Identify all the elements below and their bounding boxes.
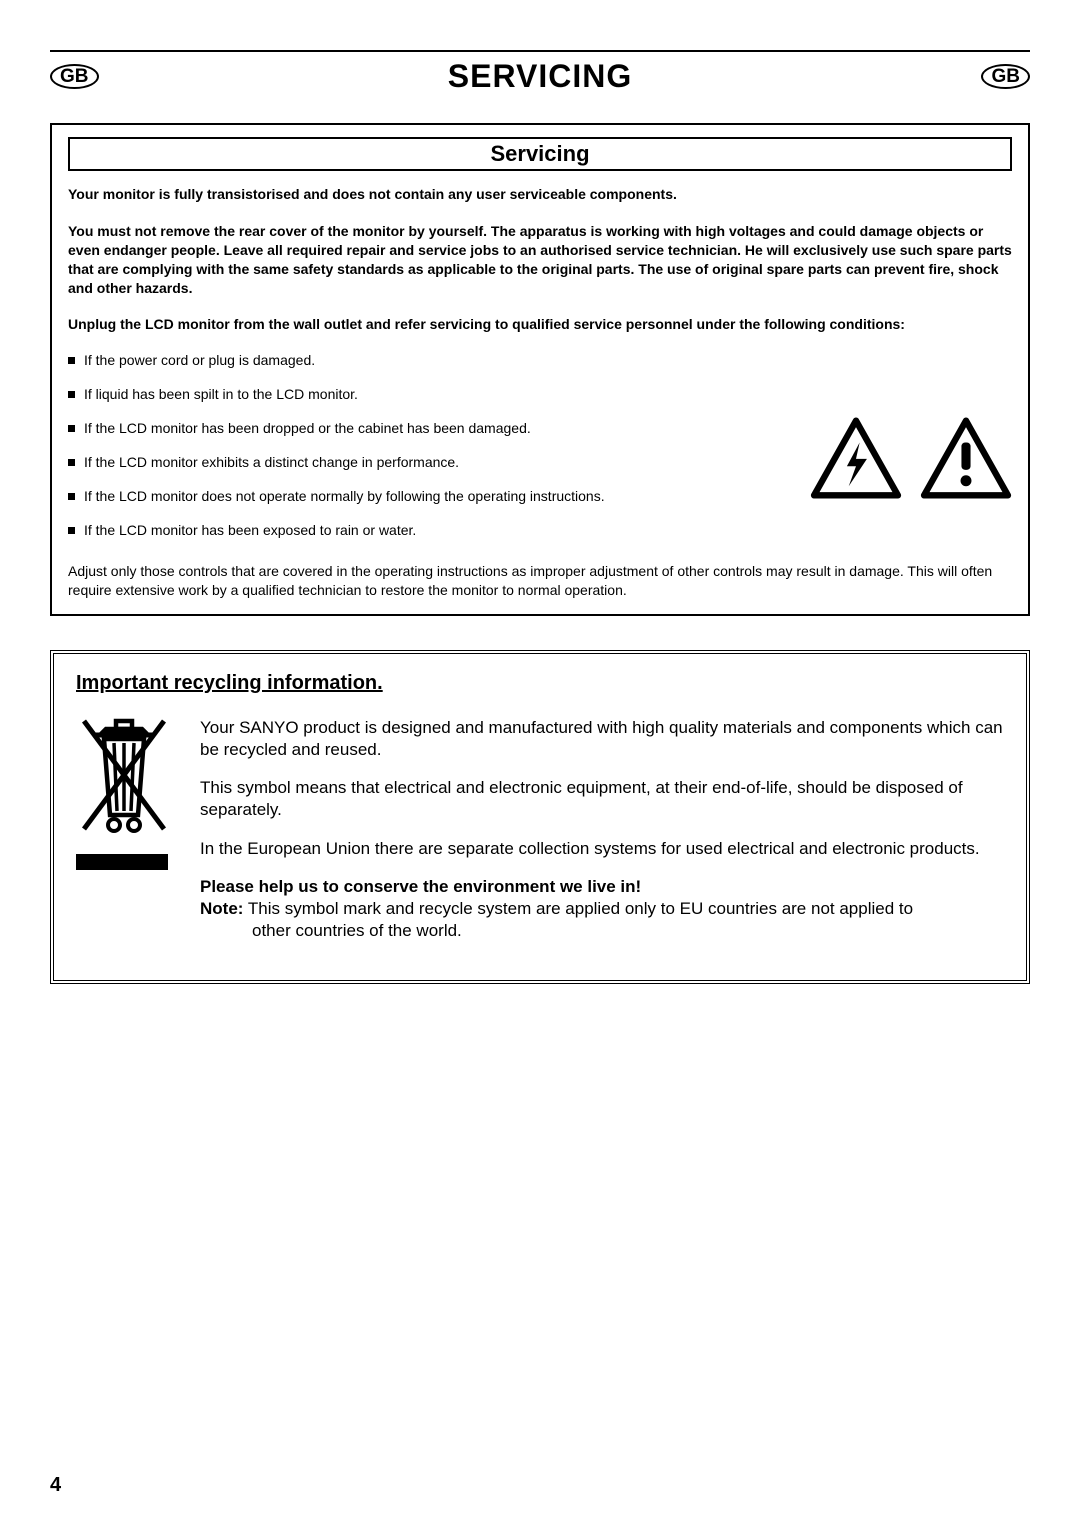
recycling-icon-column [76,717,176,958]
note-text-2: other countries of the world. [200,920,1004,942]
recycling-heading: Important recycling information. [76,672,1004,695]
list-item: If the power cord or plug is damaged. [68,352,792,368]
servicing-bullet-list: If the power cord or plug is damaged. If… [68,352,792,538]
recycling-para-2: This symbol means that electrical and el… [200,777,1004,821]
servicing-section: Servicing Your monitor is fully transist… [50,123,1030,616]
servicing-para-1: Your monitor is fully transistorised and… [68,185,1012,204]
page: GB SERVICING GB Servicing Your monitor i… [0,0,1080,1527]
caution-warning-icon [920,417,1012,499]
note-label: Note: [200,899,243,918]
recycling-row: Your SANYO product is designed and manuf… [76,717,1004,958]
servicing-para-4: Adjust only those controls that are cove… [68,562,1012,600]
recycling-para-3: In the European Union there are separate… [200,838,1004,860]
list-item: If the LCD monitor exhibits a distinct c… [68,454,792,470]
servicing-para-2: You must not remove the rear cover of th… [68,222,1012,298]
help-line: Please help us to conserve the environme… [200,877,641,896]
note-text-1: This symbol mark and recycle system are … [243,899,913,918]
header-top-rule [50,50,1030,52]
gb-badge-right: GB [981,64,1030,89]
gb-badge-left: GB [50,64,99,89]
servicing-body-row: If the power cord or plug is damaged. If… [68,352,1012,556]
page-title: SERVICING [448,58,632,95]
list-item: If liquid has been spilt in to the LCD m… [68,386,792,402]
recycling-text-column: Your SANYO product is designed and manuf… [200,717,1004,958]
warning-icons-wrap [792,352,1012,556]
recycling-section: Important recycling information. [50,650,1030,984]
recycling-help-note: Please help us to conserve the environme… [200,876,1004,942]
header-row: GB SERVICING GB [50,58,1030,95]
high-voltage-warning-icon [810,417,902,499]
servicing-subheading: Servicing [68,137,1012,171]
servicing-bullets-wrap: If the power cord or plug is damaged. If… [68,352,792,556]
list-item: If the LCD monitor does not operate norm… [68,488,792,504]
page-number: 4 [50,1474,61,1497]
weee-bin-icon [76,717,172,837]
recycling-para-1: Your SANYO product is designed and manuf… [200,717,1004,761]
list-item: If the LCD monitor has been exposed to r… [68,522,792,538]
servicing-para-3: Unplug the LCD monitor from the wall out… [68,315,1012,334]
list-item: If the LCD monitor has been dropped or t… [68,420,792,436]
weee-bin-bar [76,854,168,870]
